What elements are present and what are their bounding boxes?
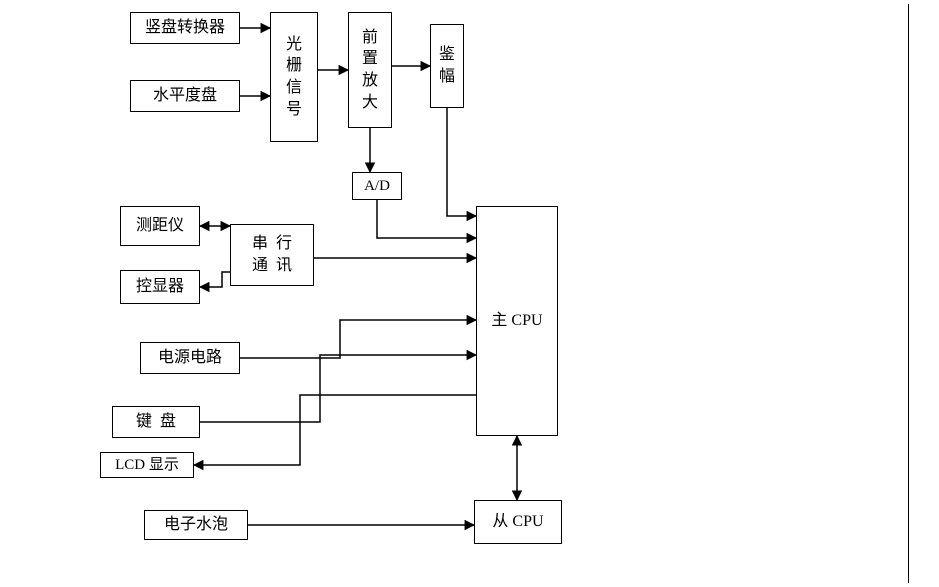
node-maincpu: 主 CPU	[476, 206, 558, 436]
edge-power-maincpu	[240, 320, 476, 358]
node-label: 竖盘转换器	[145, 17, 225, 39]
node-discrim: 鉴 幅	[430, 24, 464, 108]
node-label: 水平度盘	[153, 85, 217, 107]
edge-keyboard-maincpu	[200, 355, 476, 422]
node-label: 光 栅 信 号	[286, 34, 302, 120]
node-label: 键 盘	[136, 411, 176, 433]
node-label: A/D	[364, 176, 390, 196]
node-label: 控显器	[136, 276, 184, 298]
node-lcd: LCD 显示	[100, 452, 194, 478]
edge-maincpu-lcd	[194, 395, 476, 465]
node-label: 前 置 放 大	[362, 27, 378, 113]
node-label: 鉴 幅	[439, 44, 455, 87]
node-dispctrl: 控显器	[120, 270, 200, 304]
node-label: 从 CPU	[492, 511, 543, 533]
node-preamp: 前 置 放 大	[348, 12, 392, 128]
node-label: 电子水泡	[164, 514, 228, 536]
node-ad: A/D	[352, 172, 402, 200]
node-serial: 串 行 通 讯	[230, 224, 314, 286]
node-subcpu: 从 CPU	[474, 500, 562, 544]
edge-serial-dispctrl	[200, 272, 230, 287]
node-keyboard: 键 盘	[112, 406, 200, 438]
node-label: 电源电路	[158, 347, 222, 369]
node-grating: 光 栅 信 号	[270, 12, 318, 142]
node-vert_enc: 竖盘转换器	[130, 12, 240, 44]
edge-ad-maincpu	[377, 200, 476, 238]
node-ebubble: 电子水泡	[144, 510, 248, 540]
node-label: LCD 显示	[115, 455, 179, 475]
node-power: 电源电路	[140, 342, 240, 374]
node-label: 主 CPU	[491, 310, 542, 332]
node-label: 串 行 通 讯	[252, 233, 292, 276]
node-label: 测距仪	[136, 215, 184, 237]
diagram-stage: 竖盘转换器水平度盘 光 栅 信 号 前 置 放 大 鉴 幅 A/D 测距仪串 行 通 讯控…	[0, 0, 939, 587]
page-frame-right	[908, 4, 909, 583]
node-rangefinder: 测距仪	[120, 206, 200, 246]
node-horiz_dial: 水平度盘	[130, 80, 240, 112]
edge-discrim-maincpu	[447, 108, 476, 216]
